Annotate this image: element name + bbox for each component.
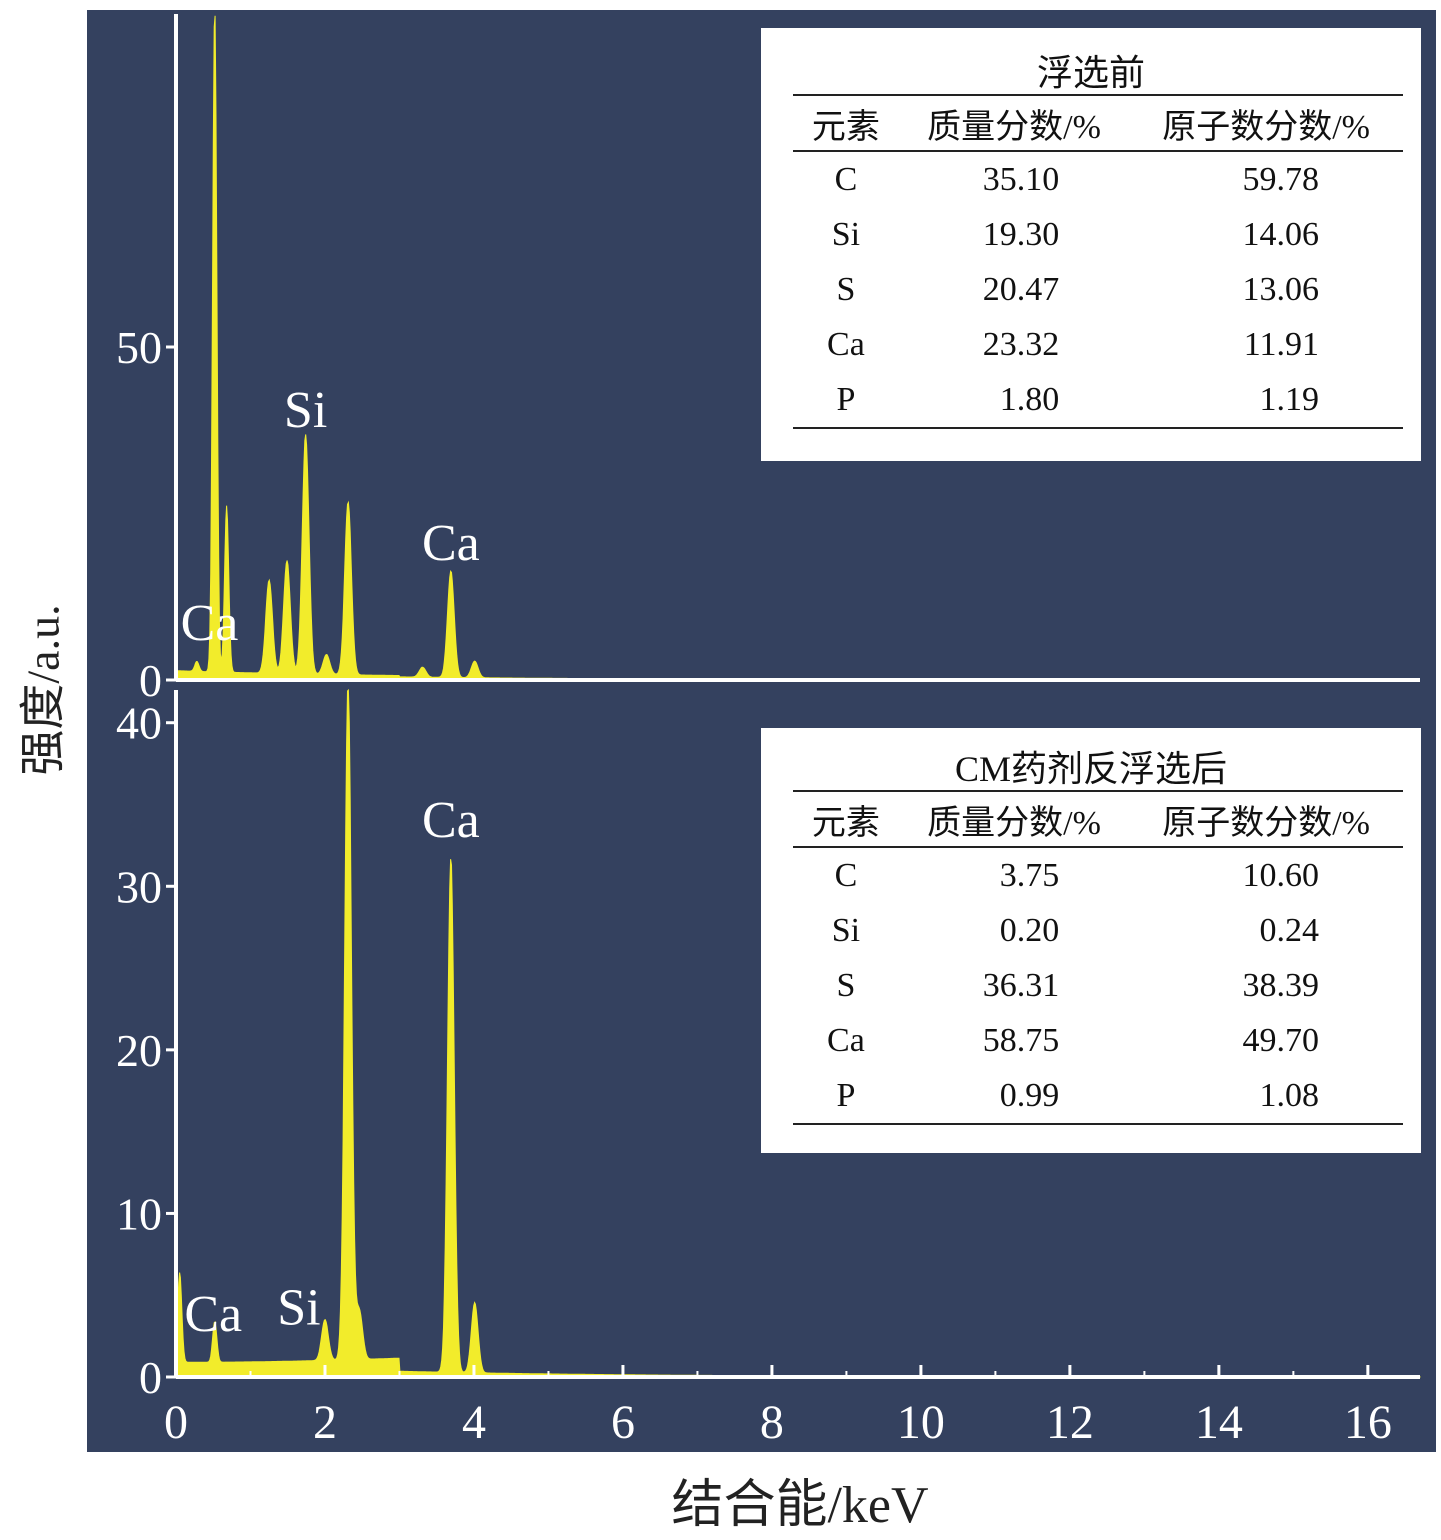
cell-element: S bbox=[836, 966, 856, 1004]
bottom-table: 元素 质量分数/% 原子数分数/% C 3.75 10.60 Si 0.20 0… bbox=[793, 790, 1403, 1125]
header-mass-fraction: 质量分数/% bbox=[898, 94, 1130, 152]
cell-element: P bbox=[793, 1068, 899, 1125]
y-axis-title-text: 强度/a.u. bbox=[18, 604, 70, 776]
peak-label-ca: Ca bbox=[184, 1286, 242, 1343]
peak-label-si: Si bbox=[284, 382, 327, 439]
cell-element: S bbox=[836, 270, 856, 308]
table-row: S 36.31 38.39 bbox=[793, 958, 1403, 1013]
header-element: 元素 bbox=[793, 94, 899, 152]
cell-atomic: 49.70 bbox=[1242, 1021, 1320, 1059]
cell-atomic: 14.06 bbox=[1242, 215, 1320, 253]
cell-mass: 23.32 bbox=[982, 325, 1060, 363]
y-axis-title: 强度/a.u. bbox=[0, 560, 80, 820]
table-row: P 0.99 1.08 bbox=[793, 1068, 1403, 1125]
y-tick-label: 10 bbox=[116, 1188, 162, 1239]
peak-label-ca: Ca bbox=[422, 792, 480, 849]
cell-element: Si bbox=[831, 911, 861, 949]
x-tick-label: 6 bbox=[611, 1396, 635, 1449]
bottom-composition-table: CM药剂反浮选后 元素 质量分数/% 原子数分数/% C 3.75 10.60 … bbox=[761, 728, 1421, 1153]
table-row: C 3.75 10.60 bbox=[793, 847, 1403, 903]
top-table-header-row: 元素 质量分数/% 原子数分数/% bbox=[793, 94, 1403, 152]
cell-mass: 1.80 bbox=[898, 372, 1130, 429]
table-row: Si 19.30 14.06 bbox=[793, 207, 1403, 262]
peak-label-ca: Ca bbox=[422, 515, 480, 572]
bottom-table-title: CM药剂反浮选后 bbox=[954, 749, 1228, 789]
cell-element: Si bbox=[831, 215, 861, 253]
cell-mass: 36.31 bbox=[982, 966, 1060, 1004]
top-table: 元素 质量分数/% 原子数分数/% C 35.10 59.78 Si 19.30… bbox=[793, 94, 1403, 429]
cell-element: C bbox=[834, 160, 858, 198]
header-element: 元素 bbox=[793, 790, 899, 848]
x-tick-label: 0 bbox=[164, 1396, 188, 1449]
table-row: P 1.80 1.19 bbox=[793, 372, 1403, 429]
y-tick-label: 20 bbox=[116, 1025, 162, 1076]
cell-atomic: 59.78 bbox=[1242, 160, 1320, 198]
table-row: C 35.10 59.78 bbox=[793, 151, 1403, 207]
header-atomic-fraction: 原子数分数/% bbox=[1129, 94, 1403, 152]
top-table-title: 浮选前 bbox=[1036, 53, 1145, 93]
cell-mass: 58.75 bbox=[982, 1021, 1060, 1059]
x-tick-label: 10 bbox=[897, 1396, 945, 1449]
cell-mass: 20.47 bbox=[982, 270, 1060, 308]
cell-mass: 19.30 bbox=[982, 215, 1060, 253]
cell-element: C bbox=[834, 856, 858, 894]
cell-atomic: 10.60 bbox=[1242, 856, 1320, 894]
bottom-table-header-row: 元素 质量分数/% 原子数分数/% bbox=[793, 790, 1403, 848]
cell-element: Ca bbox=[827, 325, 865, 363]
top-composition-table: 浮选前 元素 质量分数/% 原子数分数/% C 35.10 59.78 Si 1… bbox=[761, 28, 1421, 461]
cell-atomic: 1.19 bbox=[1129, 372, 1403, 429]
table-row: Ca 58.75 49.70 bbox=[793, 1013, 1403, 1068]
x-tick-label: 14 bbox=[1195, 1396, 1243, 1449]
cell-element: P bbox=[793, 372, 899, 429]
x-axis-title: 结合能/keV bbox=[671, 1477, 929, 1534]
cell-atomic: 13.06 bbox=[1242, 270, 1320, 308]
header-mass-fraction: 质量分数/% bbox=[898, 790, 1130, 848]
y-tick-label: 0 bbox=[139, 1352, 162, 1403]
cell-mass: 35.10 bbox=[982, 160, 1060, 198]
cell-element: Ca bbox=[827, 1021, 865, 1059]
cell-mass: 0.99 bbox=[898, 1068, 1130, 1125]
x-tick-label: 4 bbox=[462, 1396, 486, 1449]
peak-label-ca: Ca bbox=[181, 595, 239, 652]
table-row: Ca 23.32 11.91 bbox=[793, 317, 1403, 372]
y-tick-label: 30 bbox=[116, 861, 162, 912]
cell-mass: 3.75 bbox=[999, 856, 1060, 894]
cell-mass: 0.20 bbox=[999, 911, 1060, 949]
y-tick-label: 0 bbox=[139, 655, 162, 706]
x-tick-label: 16 bbox=[1344, 1396, 1392, 1449]
y-tick-label: 50 bbox=[116, 322, 162, 373]
x-tick-label: 8 bbox=[760, 1396, 784, 1449]
y-tick-label: 40 bbox=[116, 698, 162, 749]
cell-atomic: 0.24 bbox=[1259, 911, 1320, 949]
table-row: Si 0.20 0.24 bbox=[793, 903, 1403, 958]
header-atomic-fraction: 原子数分数/% bbox=[1129, 790, 1403, 848]
x-tick-label: 2 bbox=[313, 1396, 337, 1449]
cell-atomic: 11.91 bbox=[1243, 325, 1319, 363]
peak-label-si: Si bbox=[277, 1280, 320, 1337]
x-tick-label: 12 bbox=[1046, 1396, 1094, 1449]
cell-atomic: 1.08 bbox=[1129, 1068, 1403, 1125]
cell-atomic: 38.39 bbox=[1242, 966, 1320, 1004]
table-row: S 20.47 13.06 bbox=[793, 262, 1403, 317]
